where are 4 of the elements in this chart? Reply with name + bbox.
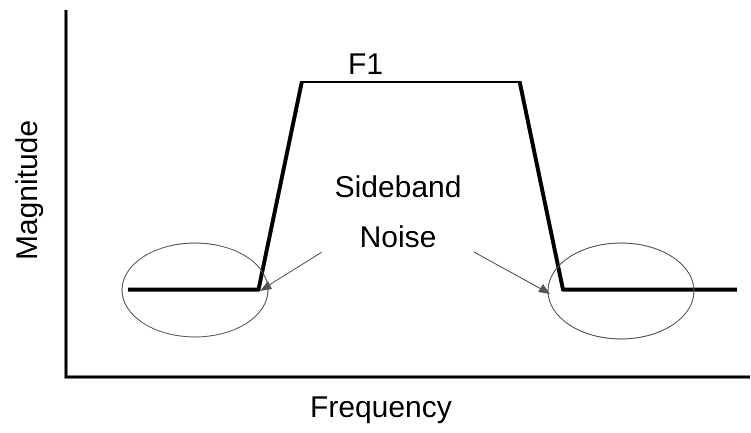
x-axis-title: Frequency (310, 391, 452, 425)
annotation: Sideband Noise (334, 170, 462, 256)
annotation: F1 (348, 48, 384, 82)
y-axis-title: Magnitude (11, 120, 45, 260)
